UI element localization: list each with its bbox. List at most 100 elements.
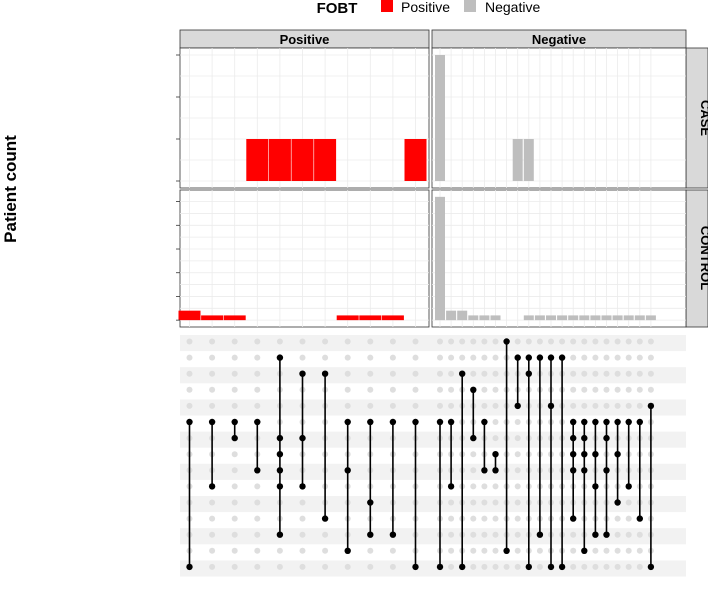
matrix-dot-empty <box>209 547 216 554</box>
matrix-dot-empty <box>412 354 419 361</box>
bar-positive-case-6 <box>314 139 337 181</box>
matrix-dot-filled <box>570 434 577 442</box>
matrix-dot-empty <box>581 354 588 361</box>
matrix-dot-filled <box>436 418 444 426</box>
matrix-dot-empty <box>470 467 477 474</box>
matrix-dot-filled <box>492 467 499 474</box>
matrix-dot-empty <box>344 338 351 345</box>
matrix-dot-empty <box>186 354 193 361</box>
matrix-dot-empty <box>514 547 521 554</box>
matrix-dot-filled <box>321 370 329 377</box>
matrix-dot-empty <box>514 531 521 538</box>
matrix-dot-empty <box>459 338 466 345</box>
matrix-dot-empty <box>536 547 543 554</box>
matrix-dot-empty <box>492 547 499 554</box>
bar-negative-control-3 <box>468 315 479 321</box>
matrix-dot-filled <box>603 467 610 474</box>
matrix-dot-filled <box>581 547 588 554</box>
bar-positive-control-0 <box>178 310 201 321</box>
matrix-dot-filled <box>592 483 599 490</box>
matrix-dot-empty <box>636 386 643 393</box>
matrix-dot-empty <box>389 386 396 393</box>
matrix-dot-empty <box>625 531 632 538</box>
matrix-dot-empty <box>448 499 455 506</box>
matrix-dot-empty <box>514 563 521 570</box>
matrix-dot-filled <box>558 354 566 361</box>
matrix-dot-empty <box>603 386 610 393</box>
matrix-dot-filled <box>470 386 477 393</box>
matrix-dot-filled <box>389 531 397 538</box>
matrix-dot-filled <box>276 467 284 474</box>
matrix-dot-empty <box>636 338 643 345</box>
bar-positive-case-10 <box>404 139 427 181</box>
matrix-dot-empty <box>412 386 419 393</box>
bar-negative-control-8 <box>523 315 534 321</box>
matrix-dot-empty <box>647 354 654 361</box>
matrix-dot-filled <box>536 354 544 361</box>
matrix-dot-empty <box>636 402 643 409</box>
matrix-dot-empty <box>367 354 374 361</box>
matrix-dot-empty <box>299 515 306 522</box>
matrix-dot-empty <box>231 451 238 458</box>
matrix-dot-empty <box>437 338 443 345</box>
matrix-dot-empty <box>448 402 455 409</box>
matrix-dot-filled <box>581 451 588 458</box>
matrix-dot-filled <box>412 418 419 426</box>
matrix-dot-filled <box>447 418 455 426</box>
matrix-dot-empty <box>367 370 374 377</box>
matrix-dot-filled <box>614 499 621 506</box>
matrix-dot-empty <box>254 499 261 506</box>
matrix-dot-empty <box>448 354 455 361</box>
matrix-dot-empty <box>481 386 488 393</box>
matrix-dot-empty <box>625 402 632 409</box>
matrix-dot-empty <box>636 563 643 570</box>
matrix-dot-filled <box>592 418 599 426</box>
matrix-dot-empty <box>322 354 329 361</box>
matrix-dot-filled <box>581 434 588 442</box>
matrix-row-stripe <box>180 431 686 448</box>
matrix-dot-empty <box>636 547 643 554</box>
bar-negative-case-7 <box>512 139 523 181</box>
matrix-dot-empty <box>470 370 477 377</box>
matrix-dot-filled <box>186 418 193 426</box>
matrix-dot-empty <box>437 370 443 377</box>
bar-negative-case-0 <box>435 55 445 181</box>
matrix-dot-empty <box>299 531 306 538</box>
matrix-dot-empty <box>603 547 610 554</box>
matrix-dot-empty <box>367 386 374 393</box>
matrix-dot-empty <box>625 386 632 393</box>
matrix-dot-empty <box>470 451 477 458</box>
bar-panels <box>176 47 687 328</box>
matrix-dot-filled <box>276 531 284 538</box>
bar-negative-control-12 <box>568 315 579 321</box>
matrix-row-stripe <box>180 367 686 384</box>
matrix-dot-filled <box>481 467 488 474</box>
matrix-dot-empty <box>481 563 488 570</box>
matrix-dot-filled <box>636 418 643 426</box>
matrix-dot-empty <box>625 370 632 377</box>
matrix-dot-empty <box>367 402 374 409</box>
bar-negative-control-18 <box>634 315 645 321</box>
matrix-dot-empty <box>231 499 238 506</box>
matrix-dot-empty <box>570 563 577 570</box>
matrix-dot-filled <box>459 563 466 571</box>
matrix-dot-filled <box>344 418 351 426</box>
matrix-dot-empty <box>603 370 610 377</box>
panel-positive-control <box>179 189 430 328</box>
matrix-dot-empty <box>231 563 238 570</box>
matrix-dot-empty <box>570 402 577 409</box>
matrix-dot-empty <box>186 370 193 377</box>
matrix-dot-empty <box>581 402 588 409</box>
matrix-dot-empty <box>481 499 488 506</box>
matrix-dot-empty <box>186 338 193 345</box>
matrix-dot-empty <box>322 531 329 538</box>
matrix-dot-filled <box>231 418 238 426</box>
matrix-dot-filled <box>299 370 306 377</box>
legend-label-negative: Negative <box>485 0 540 15</box>
matrix-dot-filled <box>254 467 261 474</box>
matrix-dot-empty <box>559 338 566 345</box>
matrix-dot-filled <box>276 483 284 490</box>
matrix-dot-empty <box>481 483 488 490</box>
legend-label-positive: Positive <box>401 0 450 15</box>
matrix-dot-empty <box>614 338 621 345</box>
